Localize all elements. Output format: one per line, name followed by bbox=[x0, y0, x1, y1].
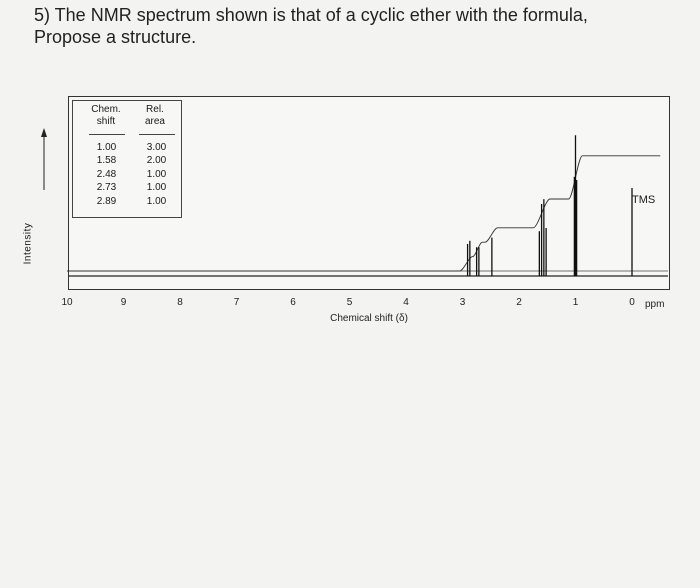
x-tick-label: 6 bbox=[290, 297, 296, 308]
question-line-2: Propose a structure. bbox=[34, 27, 197, 47]
question-text: 5) The NMR spectrum shown is that of a c… bbox=[34, 4, 674, 48]
table-row: 2.73 1.00 bbox=[73, 182, 181, 194]
table-cell-shift: 2.73 bbox=[96, 182, 117, 193]
table-row: 2.89 1.00 bbox=[73, 196, 181, 208]
integral-curve-layer bbox=[67, 155, 661, 272]
table-cell-area: 2.00 bbox=[146, 155, 167, 166]
x-tick-label: 7 bbox=[234, 297, 240, 308]
x-tick-label: 1 bbox=[573, 297, 579, 308]
x-tick-layer: 10 9 8 7 6 5 4 3 2 1 0 bbox=[61, 297, 635, 308]
table-row: 2.48 1.00 bbox=[73, 169, 181, 181]
y-axis-title: Intensity bbox=[22, 222, 34, 265]
table-cell-shift: 1.00 bbox=[96, 141, 117, 153]
header-rel: Rel. bbox=[146, 104, 164, 115]
header-rule-1 bbox=[88, 134, 125, 135]
table-header: Chem. shift Rel. area bbox=[73, 101, 181, 127]
x-tick-label: 5 bbox=[347, 297, 353, 308]
table-row: 1.58 2.00 bbox=[73, 155, 181, 167]
integral-curve bbox=[67, 155, 661, 272]
table-cell-area: 3.00 bbox=[146, 141, 167, 153]
header-area: area bbox=[144, 115, 165, 127]
header-shift: shift bbox=[96, 115, 116, 127]
tms-label: TMS bbox=[632, 194, 656, 206]
table-rows: 1.00 3.00 1.58 2.00 2.48 1.00 2.73 1.00 2.89 1.00 bbox=[73, 142, 181, 208]
table-cell-shift: 2.89 bbox=[96, 195, 117, 207]
x-tick-label: 0 bbox=[629, 297, 635, 308]
x-tick-label: 8 bbox=[177, 297, 183, 308]
baseline-layer bbox=[69, 270, 668, 277]
table-cell-area: 1.00 bbox=[146, 195, 167, 207]
peak-layer bbox=[466, 135, 633, 276]
x-tick-label: 9 bbox=[121, 297, 127, 308]
table-cell-area: 1.00 bbox=[146, 182, 167, 193]
table-cell-area: 1.00 bbox=[146, 168, 167, 180]
x-tick-label: 3 bbox=[460, 297, 466, 308]
table-cell-shift: 1.58 bbox=[96, 155, 117, 166]
shift-area-table: Chem. shift Rel. area 1.00 3.00 1.58 2.00 2.… bbox=[72, 100, 182, 218]
x-axis-unit: ppm bbox=[645, 299, 664, 310]
intensity-arrow-head bbox=[41, 128, 47, 137]
x-axis-title: Chemical shift (δ) bbox=[330, 313, 408, 324]
question-line-1: 5) The NMR spectrum shown is that of a c… bbox=[34, 5, 588, 25]
x-tick-label: 4 bbox=[403, 297, 409, 308]
x-tick-label: 2 bbox=[516, 297, 522, 308]
table-row: 1.00 3.00 bbox=[73, 142, 181, 154]
x-tick-label: 10 bbox=[61, 297, 73, 308]
header-rule-2 bbox=[138, 134, 175, 135]
header-chem: Chem. bbox=[91, 104, 121, 115]
table-cell-shift: 2.48 bbox=[96, 168, 117, 180]
